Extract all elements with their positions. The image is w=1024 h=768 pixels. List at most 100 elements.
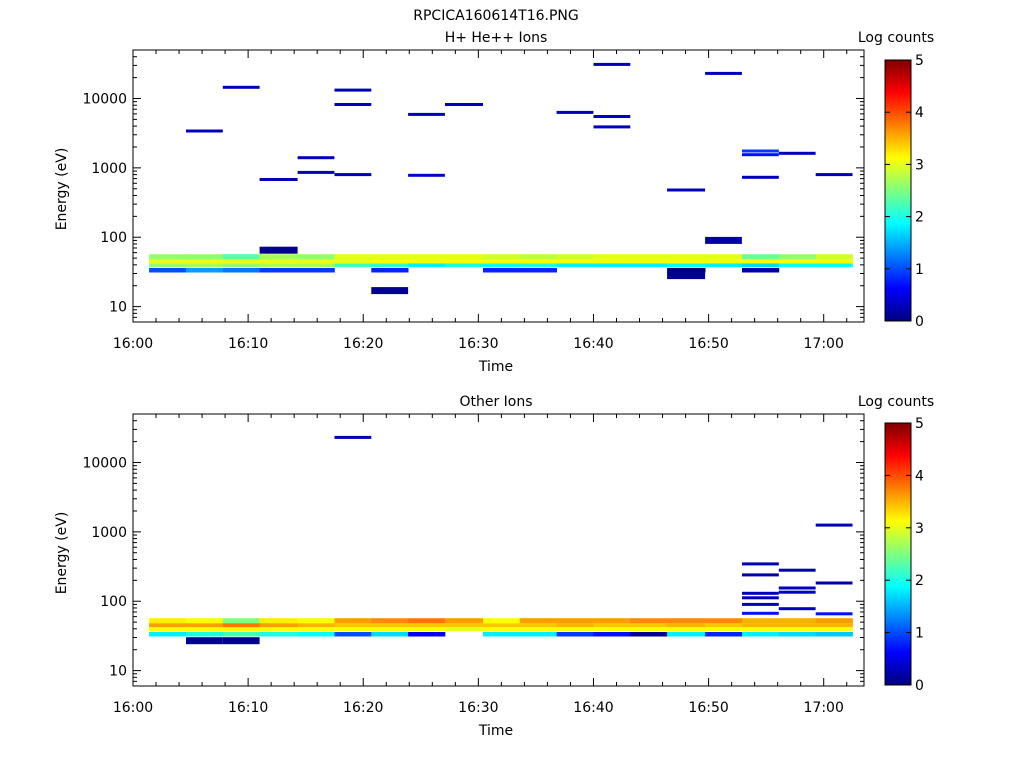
heatmap-cell [334, 263, 372, 268]
heatmap-cell [483, 268, 521, 273]
plot-frame [132, 49, 865, 323]
x-axis-label: Time [478, 723, 513, 739]
heatmap-cell [667, 259, 706, 264]
heatmap-cell [556, 623, 594, 628]
heatmap-cell [297, 632, 335, 637]
heatmap-cell [778, 590, 816, 594]
heatmap-cell [815, 254, 853, 260]
heatmap-cell [259, 268, 298, 273]
heatmap-cell [778, 259, 816, 264]
heatmap-cell [742, 618, 780, 624]
heatmap-cell [742, 611, 779, 615]
heatmap-cell [334, 254, 372, 260]
heatmap-cell [593, 115, 631, 118]
heatmap-cell [519, 259, 557, 264]
colorbar-tick-label: 5 [915, 416, 924, 432]
heatmap-cell [593, 125, 631, 129]
heatmap-cell [778, 568, 816, 572]
heatmap-cell [483, 623, 521, 628]
heatmap-cell [593, 62, 631, 66]
heatmap-cell [371, 623, 409, 628]
heatmap-cell [815, 581, 853, 585]
heatmap-cell [815, 618, 853, 624]
heatmap-cell [556, 618, 594, 624]
heatmap-cell [778, 586, 816, 590]
x-tick-label: 17:00 [804, 336, 844, 352]
heatmap-cell [556, 259, 594, 264]
heatmap-cell [593, 623, 631, 628]
heatmap-cell [297, 263, 335, 268]
heatmap-cell [815, 173, 853, 177]
y-tick-label: 1000 [91, 525, 127, 541]
colorbar [884, 422, 912, 686]
colorbar [884, 59, 912, 322]
heatmap-cell [186, 263, 224, 268]
heatmap-cell [222, 627, 260, 632]
heatmap-cell [742, 623, 780, 628]
heatmap-cell [222, 618, 260, 624]
heatmap-cell [778, 632, 816, 637]
heatmap-cell [259, 632, 298, 637]
heatmap-cell [408, 173, 445, 177]
heatmap-cell [371, 632, 409, 637]
heatmap-cell [705, 236, 742, 244]
heatmap-cell [556, 627, 594, 632]
colorbar-tick-label: 1 [915, 262, 924, 278]
heatmap-cell [445, 627, 484, 632]
heatmap-cell [556, 110, 594, 114]
heatmap-cell [149, 618, 187, 624]
heatmap-cell [408, 112, 445, 116]
heatmap-cell [297, 268, 335, 273]
heatmap-cell [408, 632, 446, 637]
heatmap-cell [630, 254, 668, 260]
heatmap-cell [593, 627, 631, 632]
x-tick-label: 17:00 [804, 700, 844, 716]
heatmap-cell [222, 623, 260, 628]
heatmap-cell [519, 268, 557, 273]
heatmap-cell [408, 259, 446, 264]
colorbar-label: Log counts [858, 394, 934, 410]
heatmap-cell [742, 602, 779, 606]
heatmap-cell [408, 254, 446, 260]
heatmap-cell [408, 618, 446, 624]
heatmap-cell [705, 632, 743, 637]
heatmap-cell [519, 632, 557, 637]
heatmap-cell [667, 623, 706, 628]
heatmap-cell [705, 618, 743, 624]
heatmap-cell [630, 263, 668, 268]
colorbar-tick-label: 0 [915, 678, 924, 694]
heatmap-cell [630, 632, 668, 637]
panel-h-he-ions: H+ He++ Ions Log counts Time Energy (eV)… [54, 30, 934, 375]
x-axis-label: Time [478, 359, 513, 375]
heatmap-cell [222, 268, 260, 273]
heatmap-cell [222, 632, 260, 637]
heatmap-cell [778, 254, 816, 260]
colorbar-tick-label: 4 [915, 105, 924, 121]
heatmap-cell [186, 268, 224, 273]
heatmap-cell [334, 627, 372, 632]
heatmap-cell [742, 596, 779, 600]
heatmap-cell [149, 623, 187, 628]
heatmap-cell [667, 268, 706, 273]
y-tick-label: 10000 [82, 91, 127, 107]
x-tick-label: 16:30 [458, 336, 498, 352]
x-tick-label: 16:40 [573, 700, 613, 716]
heatmap-cell [630, 627, 668, 632]
heatmap-cell [259, 259, 298, 264]
heatmap-cell [742, 632, 780, 637]
heatmap-cell [297, 259, 335, 264]
heatmap-cell [408, 627, 446, 632]
heatmap-cell [259, 623, 298, 628]
x-tick-label: 16:10 [228, 700, 268, 716]
heatmap-cell [815, 612, 853, 616]
heatmap-cell [297, 627, 335, 632]
heatmap-cell [259, 627, 298, 632]
heatmap-cell [742, 254, 780, 260]
colorbar-tick-label: 3 [915, 157, 924, 173]
heatmap-cell [297, 618, 335, 624]
heatmap-cell [259, 618, 298, 624]
heatmap-cell [222, 263, 260, 268]
x-tick-label: 16:00 [113, 700, 153, 716]
x-tick-label: 16:50 [688, 700, 728, 716]
x-tick-label: 16:10 [228, 336, 268, 352]
